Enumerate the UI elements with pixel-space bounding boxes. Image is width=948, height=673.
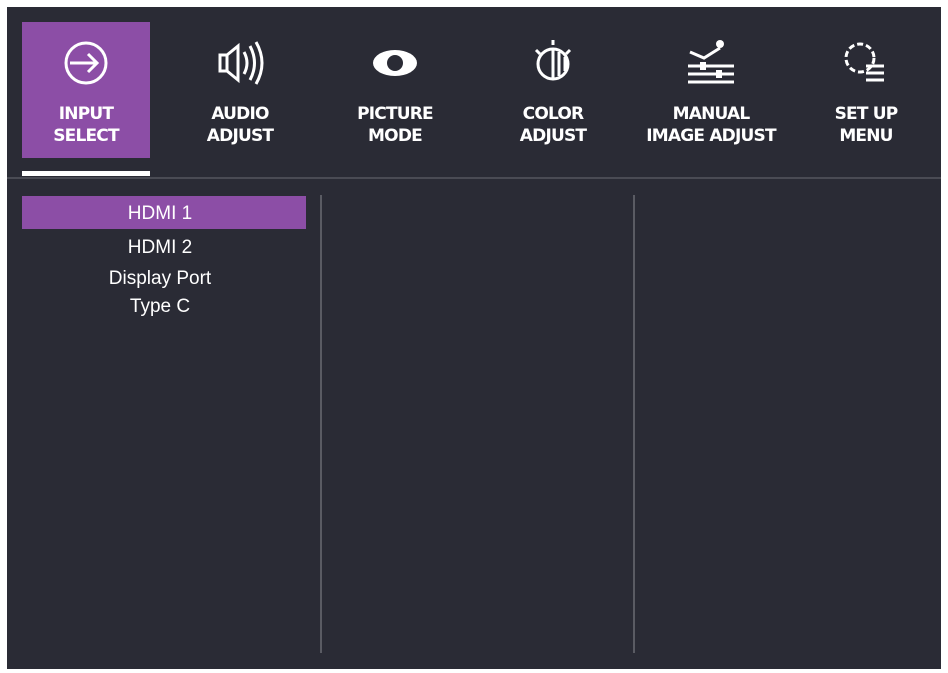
tab-label: PICTURE — [357, 104, 433, 124]
tab-label: SET UP — [835, 104, 898, 124]
tab-label: MODE — [368, 126, 422, 146]
icon-input — [64, 41, 108, 85]
icon-image-adjust — [688, 40, 734, 84]
menu-item: Type C — [130, 296, 190, 317]
tab-label: ADJUST — [520, 126, 588, 146]
tab-label: IMAGE ADJUST — [646, 126, 777, 146]
tab-underline — [22, 171, 150, 176]
tab-label: ADJUST — [207, 126, 275, 146]
tab-label: MANUAL — [673, 104, 751, 124]
menu-item: HDMI 2 — [128, 237, 192, 258]
icon-color — [534, 40, 572, 81]
item-highlight — [22, 196, 306, 229]
tab-label: INPUT — [59, 104, 115, 124]
icon-audio — [218, 41, 264, 85]
menu-item: Display Port — [109, 268, 212, 289]
tab-label: COLOR — [523, 104, 584, 124]
tab-label: AUDIO — [211, 104, 269, 124]
tab-highlight — [22, 22, 150, 158]
tab-label: MENU — [839, 126, 892, 146]
icon-picture — [373, 50, 417, 76]
menu-item: HDMI 1 — [128, 203, 192, 224]
tab-label: SELECT — [53, 126, 120, 146]
panel — [7, 7, 941, 669]
icon-setup — [844, 42, 884, 82]
